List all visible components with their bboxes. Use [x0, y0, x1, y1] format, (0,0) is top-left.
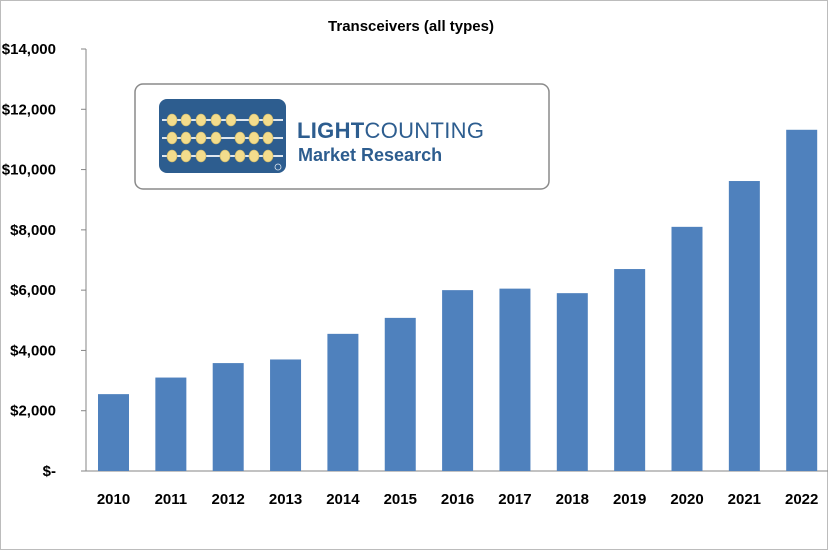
abacus-bead [225, 113, 237, 127]
bar-2013 [270, 359, 302, 471]
y-tick-label: $6,000 [10, 282, 56, 299]
logo-brand-name: LIGHTCOUNTING [297, 118, 484, 143]
chart-title: Transceivers (all types) [328, 18, 494, 35]
y-tick-label: $4,000 [10, 342, 56, 359]
x-tick-label: 2022 [785, 491, 818, 508]
bar-2021 [728, 181, 760, 472]
abacus-bead [262, 113, 274, 127]
bar-2018 [556, 293, 588, 471]
abacus-bead [195, 131, 207, 145]
bar-2015 [384, 317, 416, 471]
bar-2016 [442, 290, 474, 471]
y-tick-label: $8,000 [10, 222, 56, 239]
x-tick-label: 2012 [212, 491, 245, 508]
abacus-icon [159, 99, 286, 173]
abacus-bead [219, 149, 231, 163]
y-tick-label: $2,000 [10, 403, 56, 420]
x-tick-label: 2010 [97, 491, 130, 508]
abacus-bead [262, 149, 274, 163]
bar-2010 [98, 394, 129, 471]
bar-2017 [499, 288, 531, 471]
logo-tagline: Market Research [298, 145, 442, 165]
bar-2012 [212, 363, 244, 471]
y-tick-label: $14,000 [2, 41, 56, 58]
y-tick-label: $- [43, 463, 56, 480]
x-tick-label: 2019 [613, 491, 646, 508]
abacus-bead [166, 113, 178, 127]
x-tick-label: 2015 [384, 491, 417, 508]
x-tick-label: 2020 [670, 491, 703, 508]
abacus-bead [180, 113, 192, 127]
abacus-bead [195, 113, 207, 127]
x-axis-ticks: 2010 2011 2012 2013 2014 2015 2016 2017 2018 2019… [97, 491, 819, 508]
abacus-bead [210, 113, 222, 127]
bar-2011 [155, 377, 187, 471]
lightcounting-logo: LIGHTCOUNTING Market Research [134, 83, 550, 190]
abacus-bead [248, 149, 260, 163]
y-tick-label: $10,000 [2, 162, 56, 179]
bar-series [98, 129, 818, 472]
bar-2020 [671, 226, 703, 471]
x-tick-label: 2018 [556, 491, 589, 508]
bar-2014 [327, 333, 359, 471]
abacus-bead [248, 131, 260, 145]
y-tick-label: $12,000 [2, 101, 56, 118]
y-axis-ticks: $- $2,000 $4,000 $6,000 $8,000 $10,000 $12,000… [2, 41, 86, 480]
abacus-bead [166, 131, 178, 145]
bar-2019 [614, 269, 646, 471]
abacus-bead [262, 131, 274, 145]
abacus-bead [180, 131, 192, 145]
x-tick-label: 2011 [155, 491, 188, 508]
x-tick-label: 2017 [498, 491, 531, 508]
abacus-bead [234, 131, 246, 145]
x-tick-label: 2016 [441, 491, 474, 508]
abacus-bead [180, 149, 192, 163]
x-tick-label: 2013 [269, 491, 302, 508]
bar-2022 [786, 129, 818, 472]
abacus-bead [234, 149, 246, 163]
abacus-bead [248, 113, 260, 127]
abacus-bead [210, 131, 222, 145]
x-tick-label: 2014 [326, 491, 360, 508]
x-tick-label: 2021 [728, 491, 761, 508]
abacus-bead [195, 149, 207, 163]
abacus-bead [166, 149, 178, 163]
